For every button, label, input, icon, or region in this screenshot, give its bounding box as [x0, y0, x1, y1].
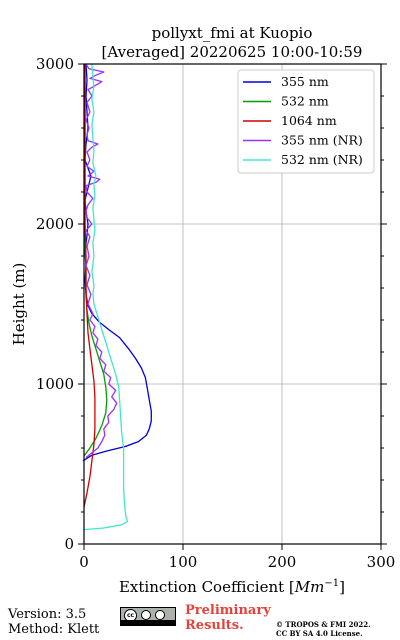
legend-label: 532 nm (NR)	[281, 152, 363, 167]
legend-label: 532 nm	[281, 94, 329, 109]
y-tick-label: 2000	[36, 215, 74, 233]
x-tick-label: 0	[79, 553, 89, 571]
x-axis-label-unit: Mm	[294, 578, 325, 596]
plot-frame	[83, 63, 382, 545]
copyright-block: © TROPOS & FMI 2022. CC BY SA 4.0 Licens…	[276, 620, 371, 638]
series-line	[83, 64, 96, 508]
footer-version-block: Version: 3.5 Method: Klett	[8, 607, 99, 637]
y-axis-label: Height (m)	[10, 263, 28, 346]
chart-title-line1: pollyxt_fmi at Kuopio	[152, 24, 313, 42]
by-icon	[141, 610, 151, 620]
method-text: Method: Klett	[8, 622, 100, 637]
legend-label: 1064 nm	[281, 113, 337, 128]
y-tick-label: 0	[64, 535, 74, 553]
series-layer	[82, 63, 152, 531]
series-line	[85, 63, 118, 459]
series-line	[83, 63, 129, 531]
x-axis-label-exp: −1	[324, 578, 339, 589]
legend-label: 355 nm	[281, 74, 329, 89]
legend: 355 nm 532 nm 1064 nm 355 nm (NR) 532 nm (NR…	[237, 69, 375, 174]
preliminary-text: Preliminary	[185, 603, 271, 618]
y-tick-label: 3000	[36, 55, 74, 73]
x-axis-label-close: ]	[339, 578, 345, 596]
cc-license-badge: cc	[120, 607, 176, 626]
version-text: Version: 3.5	[8, 607, 87, 622]
copyright-line2: CC BY SA 4.0 License.	[276, 629, 363, 638]
extinction-chart: pollyxt_fmi at Kuopio [Averaged] 2022062…	[10, 24, 396, 596]
cc-icon: cc	[124, 609, 137, 622]
cc-badge-strip	[121, 620, 175, 625]
x-tick-label: 200	[268, 553, 297, 571]
legend-box	[237, 69, 375, 174]
y-tick-label: 1000	[36, 375, 74, 393]
series-line	[82, 63, 152, 462]
copyright-line1: © TROPOS & FMI 2022.	[276, 620, 371, 629]
chart-title-line2: [Averaged] 20220625 10:00-10:59	[102, 43, 363, 61]
x-tick-label: 100	[169, 553, 198, 571]
sa-icon	[155, 610, 165, 620]
x-axis-label-text: Extinction Coefficient [	[119, 578, 295, 596]
x-tick-label: 300	[367, 553, 396, 571]
preliminary-notice: Preliminary Results.	[185, 603, 271, 633]
legend-label: 355 nm (NR)	[281, 133, 363, 148]
results-text: Results.	[185, 618, 244, 633]
x-axis-label: Extinction Coefficient [Mm−1]	[119, 578, 345, 596]
